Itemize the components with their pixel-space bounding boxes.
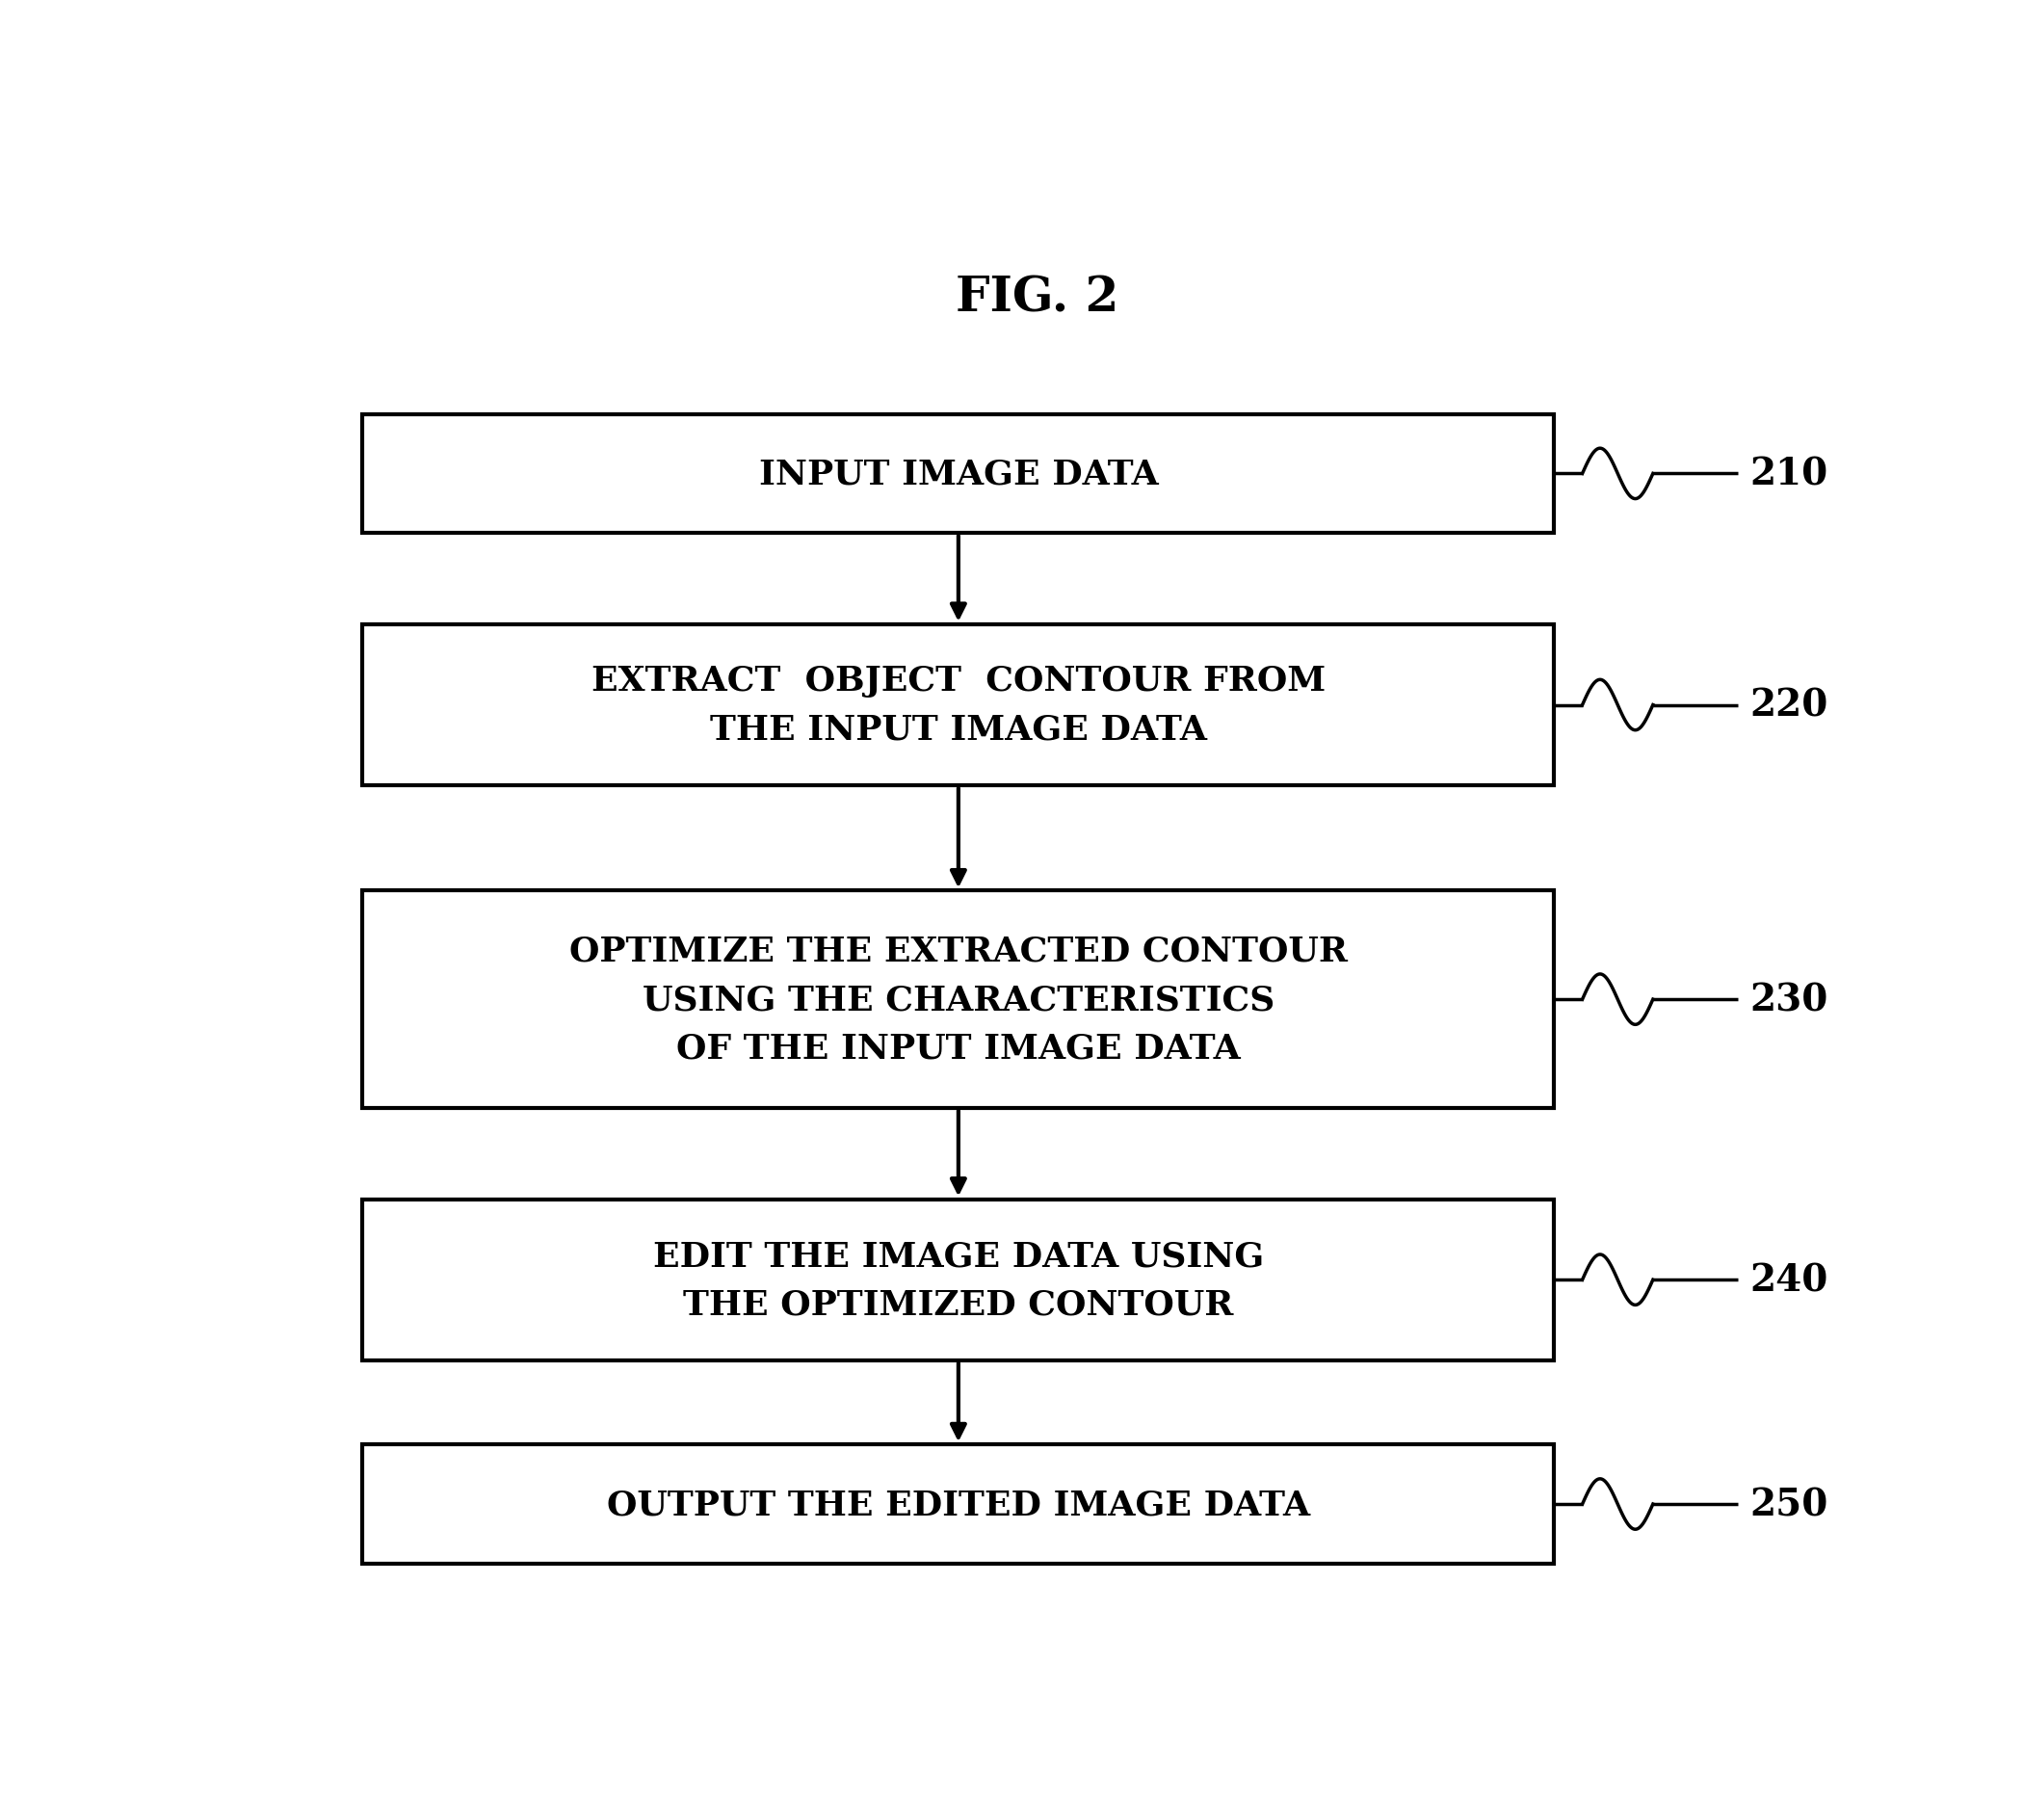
Text: OPTIMIZE THE EXTRACTED CONTOUR
USING THE CHARACTERISTICS
OF THE INPUT IMAGE DATA: OPTIMIZE THE EXTRACTED CONTOUR USING THE… (568, 935, 1347, 1065)
FancyBboxPatch shape (362, 624, 1554, 786)
Text: OUTPUT THE EDITED IMAGE DATA: OUTPUT THE EDITED IMAGE DATA (607, 1487, 1311, 1520)
Text: 210: 210 (1750, 455, 1829, 493)
FancyBboxPatch shape (362, 892, 1554, 1108)
Text: EDIT THE IMAGE DATA USING
THE OPTIMIZED CONTOUR: EDIT THE IMAGE DATA USING THE OPTIMIZED … (653, 1239, 1264, 1321)
Text: FIG. 2: FIG. 2 (955, 275, 1119, 322)
Text: EXTRACT  OBJECT  CONTOUR FROM
THE INPUT IMAGE DATA: EXTRACT OBJECT CONTOUR FROM THE INPUT IM… (591, 664, 1325, 746)
FancyBboxPatch shape (362, 1199, 1554, 1361)
Text: 230: 230 (1750, 981, 1829, 1017)
Text: INPUT IMAGE DATA: INPUT IMAGE DATA (759, 459, 1157, 491)
FancyBboxPatch shape (362, 1445, 1554, 1563)
Text: 240: 240 (1750, 1261, 1829, 1298)
FancyBboxPatch shape (362, 415, 1554, 533)
Text: 250: 250 (1750, 1485, 1829, 1523)
Text: 220: 220 (1750, 688, 1829, 724)
